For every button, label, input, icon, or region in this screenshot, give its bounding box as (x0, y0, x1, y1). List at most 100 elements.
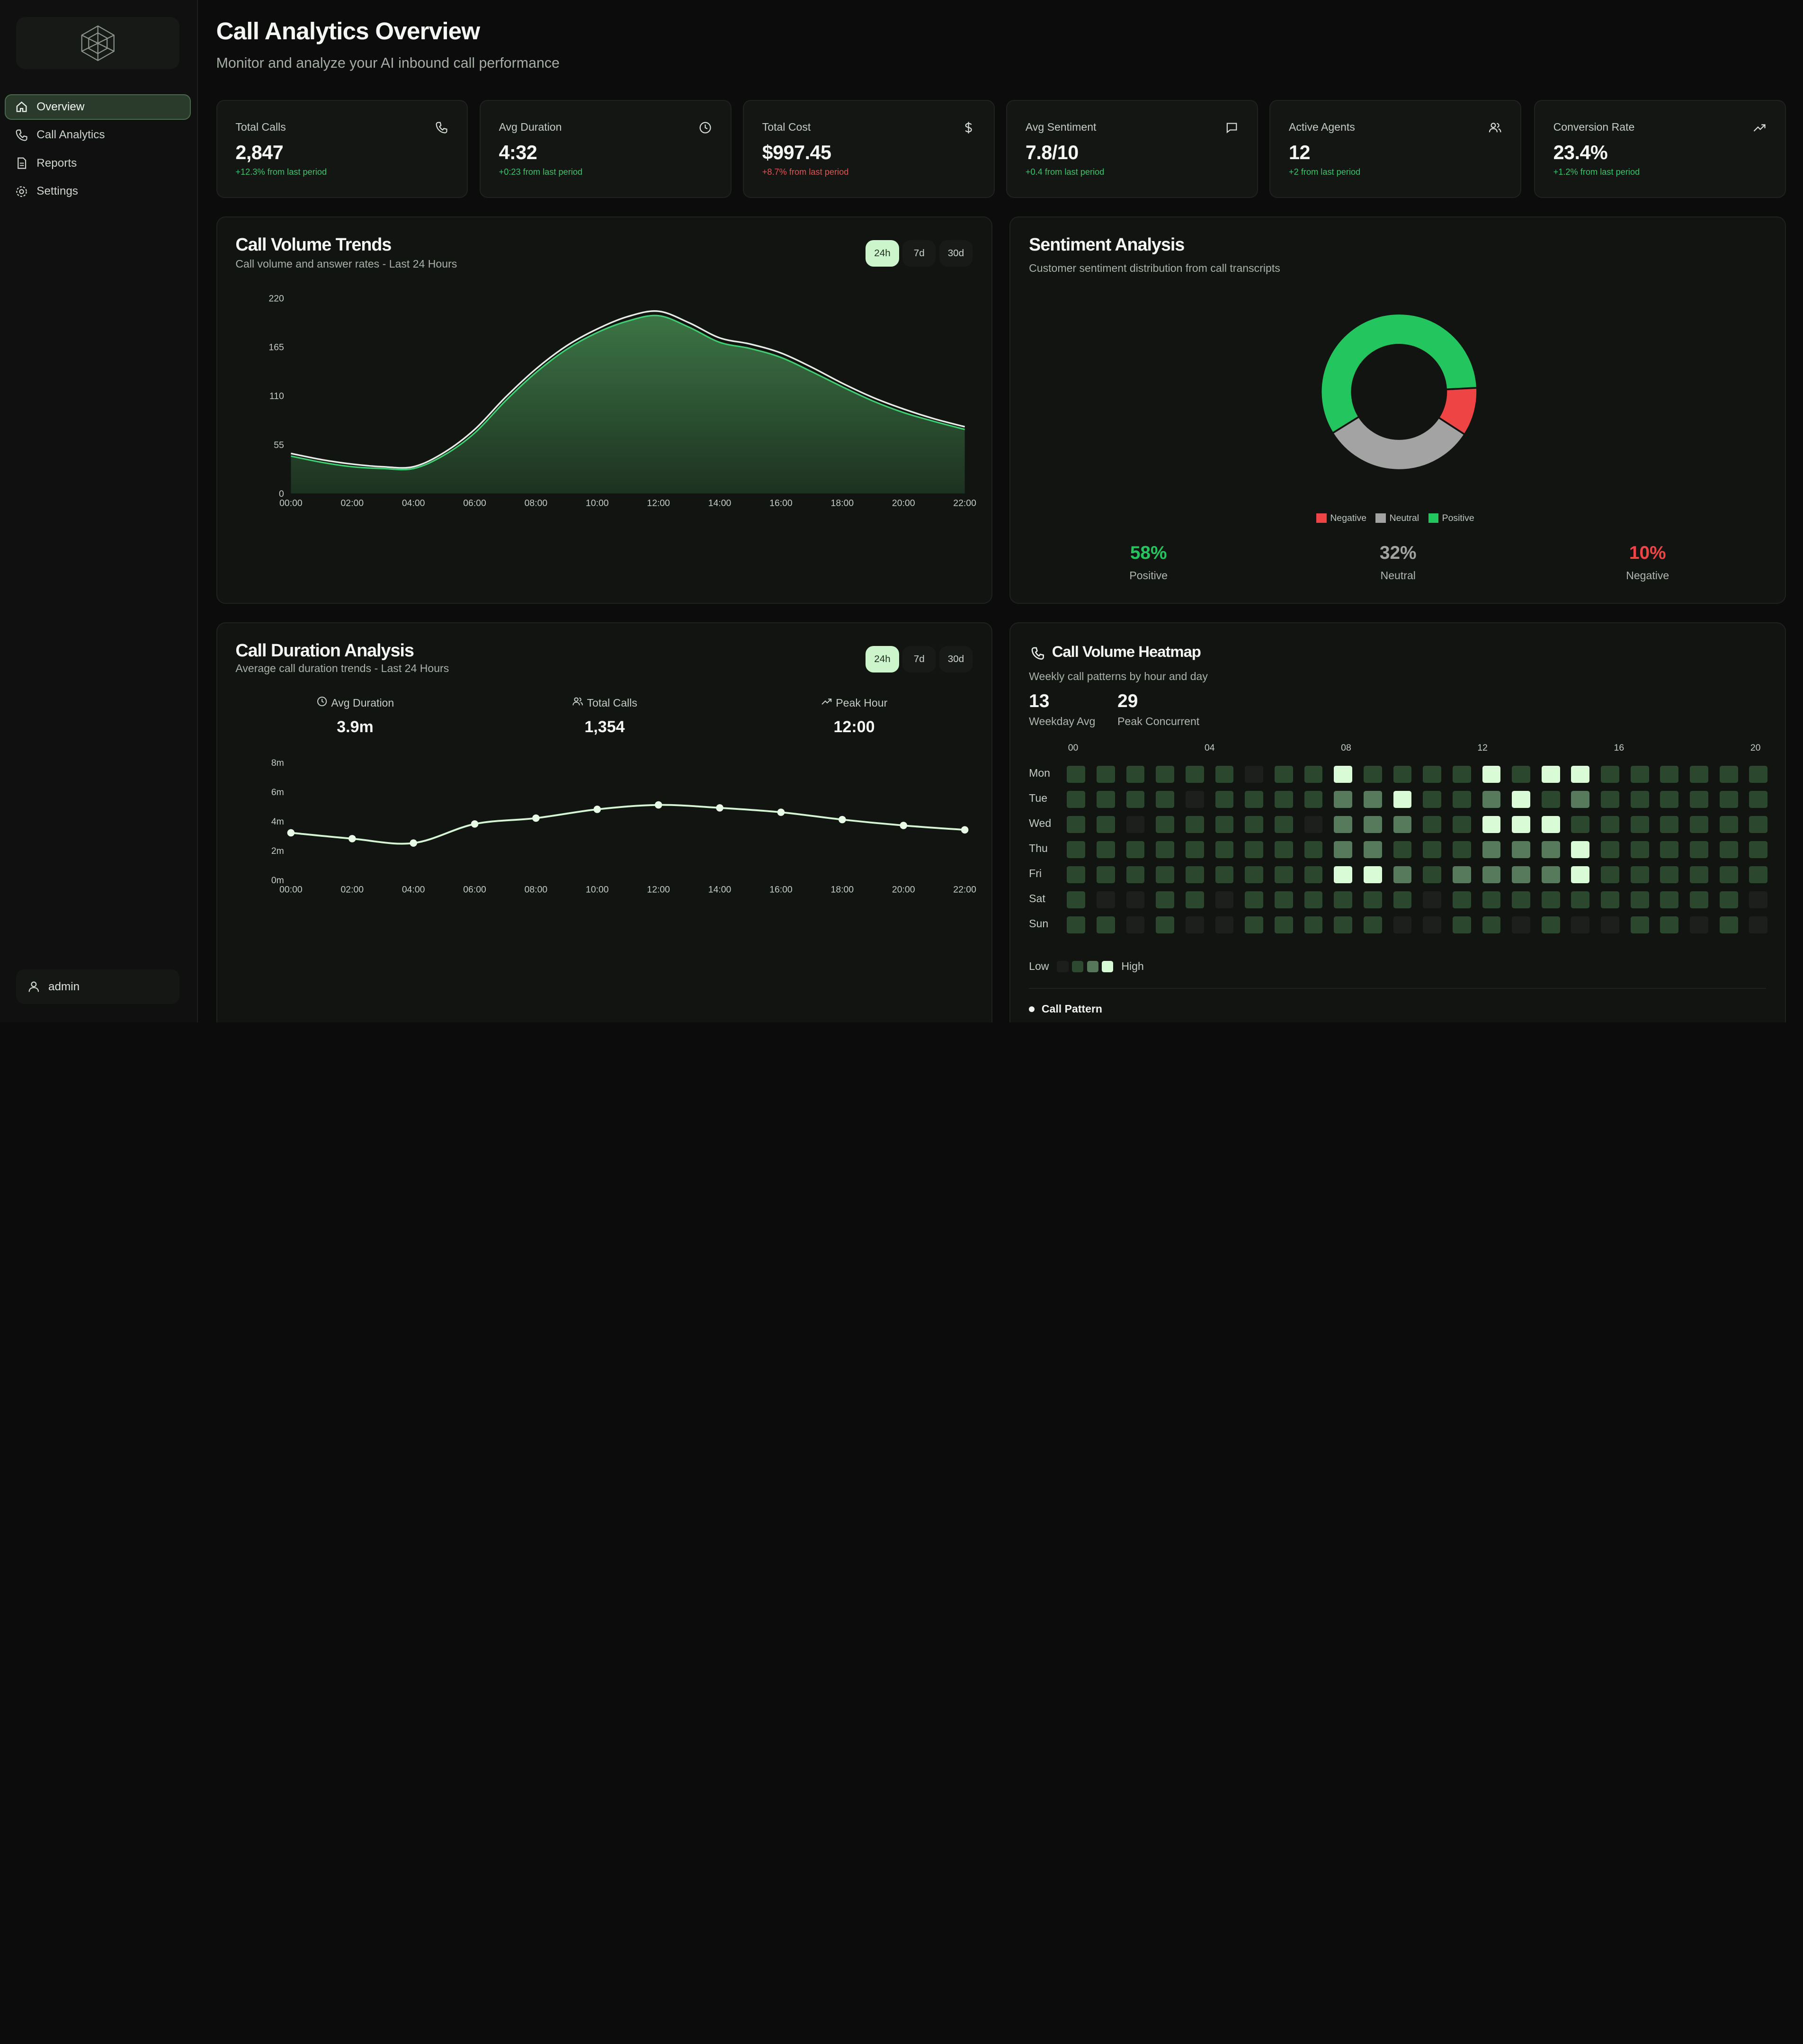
heatmap-cell[interactable] (1571, 816, 1590, 834)
heatmap-cell[interactable] (1067, 790, 1086, 808)
heatmap-cell[interactable] (1215, 816, 1234, 834)
heatmap-cell[interactable] (1541, 891, 1560, 909)
heatmap-cell[interactable] (1452, 866, 1471, 884)
heatmap-cell[interactable] (1304, 866, 1323, 884)
heatmap-cell[interactable] (1185, 816, 1204, 834)
heatmap-cell[interactable] (1452, 916, 1471, 934)
heatmap-cell[interactable] (1185, 916, 1204, 934)
heatmap-cell[interactable] (1096, 916, 1115, 934)
heatmap-cell[interactable] (1690, 866, 1708, 884)
heatmap-cell[interactable] (1571, 916, 1590, 934)
heatmap-cell[interactable] (1571, 891, 1590, 909)
duration-point[interactable] (471, 820, 478, 828)
heatmap-cell[interactable] (1719, 766, 1738, 783)
heatmap-cell[interactable] (1126, 841, 1145, 859)
heatmap-cell[interactable] (1512, 916, 1530, 934)
heatmap-cell[interactable] (1156, 766, 1175, 783)
heatmap-cell[interactable] (1601, 891, 1619, 909)
duration-point[interactable] (777, 808, 785, 816)
heatmap-cell[interactable] (1067, 891, 1086, 909)
heatmap-cell[interactable] (1393, 891, 1412, 909)
heatmap-cell[interactable] (1423, 790, 1442, 808)
heatmap-cell[interactable] (1067, 866, 1086, 884)
heatmap-cell[interactable] (1245, 766, 1264, 783)
heatmap-cell[interactable] (1096, 841, 1115, 859)
heatmap-cell[interactable] (1185, 841, 1204, 859)
heatmap-cell[interactable] (1363, 916, 1382, 934)
heatmap-cell[interactable] (1423, 766, 1442, 783)
heatmap-cell[interactable] (1630, 790, 1649, 808)
heatmap-cell[interactable] (1482, 790, 1501, 808)
heatmap-cell[interactable] (1096, 766, 1115, 783)
heatmap-cell[interactable] (1126, 766, 1145, 783)
heatmap-cell[interactable] (1571, 841, 1590, 859)
heatmap-cell[interactable] (1452, 891, 1471, 909)
heatmap-cell[interactable] (1096, 866, 1115, 884)
heatmap-cell[interactable] (1482, 866, 1501, 884)
sidebar-item-overview[interactable]: Overview (4, 94, 191, 120)
heatmap-cell[interactable] (1067, 816, 1086, 834)
heatmap-cell[interactable] (1215, 766, 1234, 783)
heatmap-cell[interactable] (1541, 816, 1560, 834)
heatmap-cell[interactable] (1126, 866, 1145, 884)
heatmap-cell[interactable] (1482, 766, 1501, 783)
heatmap-cell[interactable] (1393, 766, 1412, 783)
heatmap-cell[interactable] (1690, 790, 1708, 808)
heatmap-cell[interactable] (1482, 891, 1501, 909)
heatmap-cell[interactable] (1334, 916, 1353, 934)
heatmap-cell[interactable] (1185, 866, 1204, 884)
heatmap-cell[interactable] (1274, 766, 1293, 783)
heatmap-cell[interactable] (1156, 841, 1175, 859)
heatmap-cell[interactable] (1541, 790, 1560, 808)
range-7d-button[interactable]: 7d (902, 240, 936, 267)
heatmap-cell[interactable] (1660, 841, 1679, 859)
duration-point[interactable] (654, 801, 662, 809)
heatmap-cell[interactable] (1334, 790, 1353, 808)
heatmap-cell[interactable] (1334, 891, 1353, 909)
heatmap-cell[interactable] (1452, 841, 1471, 859)
heatmap-cell[interactable] (1096, 891, 1115, 909)
heatmap-cell[interactable] (1245, 866, 1264, 884)
heatmap-cell[interactable] (1482, 916, 1501, 934)
heatmap-cell[interactable] (1630, 841, 1649, 859)
heatmap-cell[interactable] (1274, 891, 1293, 909)
heatmap-cell[interactable] (1749, 891, 1768, 909)
heatmap-cell[interactable] (1156, 816, 1175, 834)
sidebar-item-reports[interactable]: Reports (5, 151, 191, 176)
heatmap-cell[interactable] (1719, 841, 1738, 859)
heatmap-cell[interactable] (1215, 841, 1234, 859)
heatmap-cell[interactable] (1541, 766, 1560, 783)
heatmap-cell[interactable] (1393, 816, 1412, 834)
range-24h-button[interactable]: 24h (866, 646, 899, 673)
heatmap-cell[interactable] (1067, 916, 1086, 934)
heatmap-cell[interactable] (1660, 816, 1679, 834)
heatmap-cell[interactable] (1245, 916, 1264, 934)
duration-point[interactable] (348, 834, 356, 843)
heatmap-cell[interactable] (1660, 891, 1679, 909)
heatmap-cell[interactable] (1719, 816, 1738, 834)
heatmap-cell[interactable] (1363, 866, 1382, 884)
duration-point[interactable] (900, 822, 907, 829)
heatmap-cell[interactable] (1690, 841, 1708, 859)
heatmap-cell[interactable] (1245, 891, 1264, 909)
heatmap-cell[interactable] (1690, 766, 1708, 783)
heatmap-cell[interactable] (1245, 816, 1264, 834)
heatmap-cell[interactable] (1393, 916, 1412, 934)
heatmap-cell[interactable] (1630, 866, 1649, 884)
heatmap-cell[interactable] (1393, 866, 1412, 884)
heatmap-cell[interactable] (1630, 916, 1649, 934)
heatmap-cell[interactable] (1274, 790, 1293, 808)
heatmap-cell[interactable] (1452, 766, 1471, 783)
heatmap-cell[interactable] (1660, 866, 1679, 884)
heatmap-cell[interactable] (1126, 816, 1145, 834)
heatmap-cell[interactable] (1512, 816, 1530, 834)
heatmap-cell[interactable] (1185, 891, 1204, 909)
duration-point[interactable] (961, 826, 968, 834)
donut-slice-neutral[interactable] (1331, 415, 1466, 471)
heatmap-cell[interactable] (1185, 790, 1204, 808)
heatmap-cell[interactable] (1423, 916, 1442, 934)
heatmap-cell[interactable] (1749, 841, 1768, 859)
heatmap-cell[interactable] (1423, 891, 1442, 909)
heatmap-cell[interactable] (1363, 841, 1382, 859)
heatmap-cell[interactable] (1601, 790, 1619, 808)
